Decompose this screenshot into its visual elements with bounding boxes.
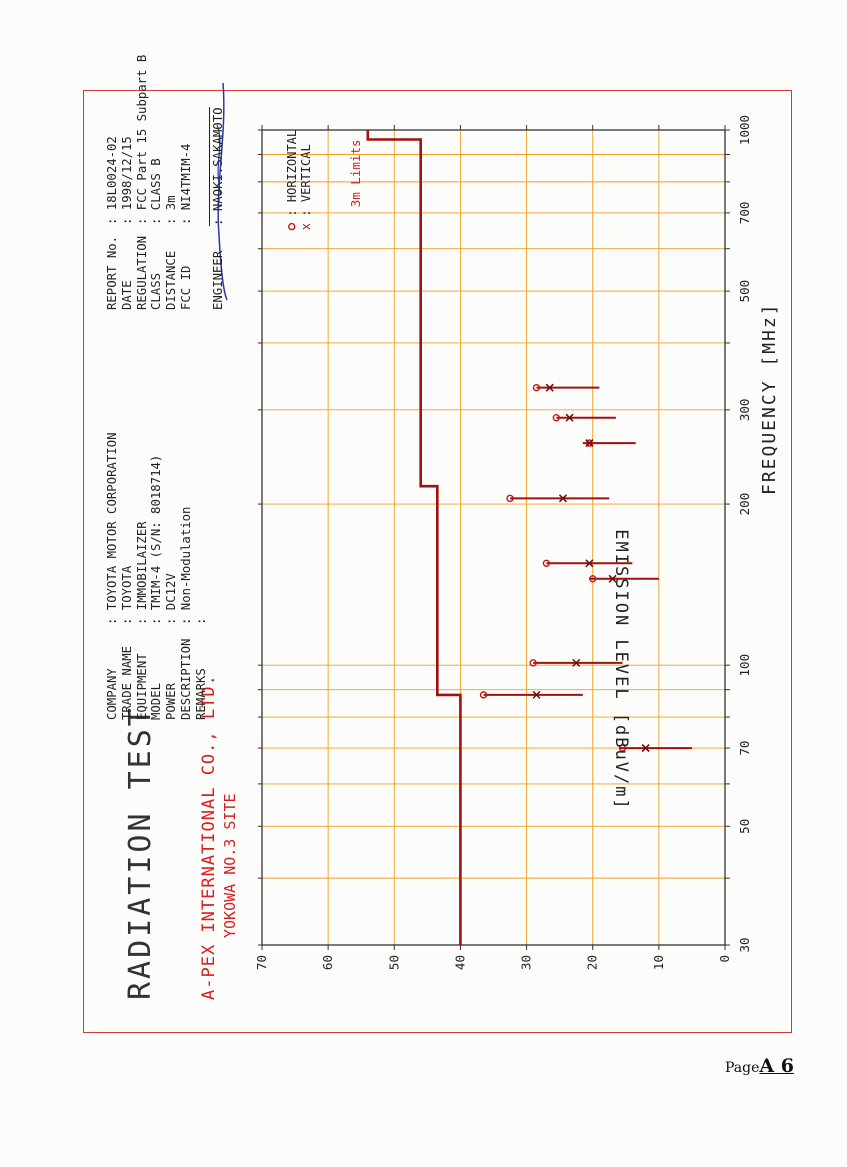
horizontal-point xyxy=(529,659,537,667)
vertical-point xyxy=(572,658,581,667)
legend-vertical-label: : VERTICAL xyxy=(299,144,313,216)
x-tick-label: 300 xyxy=(737,399,752,422)
x-tick-label: 100 xyxy=(737,654,752,677)
x-tick-label: 700 xyxy=(737,202,752,225)
page-value: A 6 xyxy=(759,1055,794,1077)
vertical-point xyxy=(545,383,554,392)
emission-chart: 30 50 70 100 200 300 500 700 1000 0 10 20 30 40 50 60 70… xyxy=(254,115,752,970)
y-tick-label: 50 xyxy=(386,955,401,970)
horizontal-point xyxy=(589,575,597,583)
horizontal-point xyxy=(532,383,541,392)
x-tick-label: 1000 xyxy=(737,115,752,145)
vertical-point xyxy=(585,559,594,568)
rotated-report: RADIATION TEST A-PEX INTERNATIONAL CO., … xyxy=(87,55,792,1030)
vertical-point xyxy=(585,439,594,448)
y-tick-label: 30 xyxy=(519,955,534,970)
limit-line xyxy=(366,130,462,945)
horizontal-point xyxy=(585,439,594,447)
vertical-point xyxy=(565,413,574,422)
legend-horizontal-symbol xyxy=(288,222,296,231)
x-tick-label: 70 xyxy=(737,741,752,756)
y-axis-label: EMISSION LEVEL [dBuV/m] xyxy=(611,529,631,811)
y-tick-label: 0 xyxy=(717,955,732,963)
horizontal-point xyxy=(506,494,514,503)
y-tick-label: 20 xyxy=(585,955,600,970)
y-tick-label: 70 xyxy=(254,955,269,970)
x-tick-label: 200 xyxy=(737,493,752,516)
ink-stroke xyxy=(216,82,228,301)
y-tick-label: 60 xyxy=(320,955,335,970)
page-border xyxy=(83,90,792,1033)
vertical-point xyxy=(641,744,650,753)
plot-frame xyxy=(261,129,726,946)
y-tick-label: 10 xyxy=(651,955,666,970)
x-tick-label: 500 xyxy=(737,280,752,303)
x-tick-label: 30 xyxy=(737,937,752,952)
x-tick-label: 50 xyxy=(737,819,752,834)
page-number: PageA 6 xyxy=(725,1055,794,1077)
vertical-point xyxy=(532,690,541,699)
x-axis-label: FREQUENCY [MHz] xyxy=(759,302,780,495)
horizontal-point xyxy=(542,559,551,568)
horizontal-point xyxy=(618,744,627,752)
horizontal-point xyxy=(552,414,561,422)
page-prefix: Page xyxy=(725,1060,760,1076)
vertical-point xyxy=(558,494,567,503)
legend-horizontal-label: : HORIZONTAL xyxy=(285,130,299,217)
limit-label: 3m Limits xyxy=(348,139,363,207)
horizontal-point xyxy=(479,691,488,699)
y-tick-label: 40 xyxy=(452,955,467,970)
vertical-point xyxy=(608,574,617,583)
legend-vertical-symbol: x xyxy=(299,223,313,230)
